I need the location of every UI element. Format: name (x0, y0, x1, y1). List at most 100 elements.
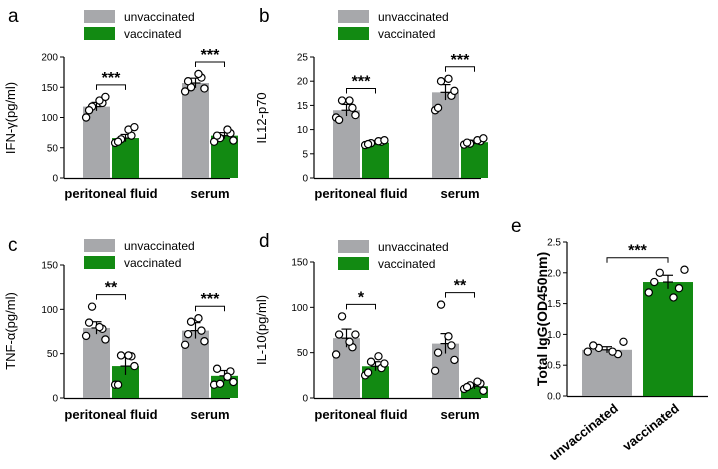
y-tick-label: 5 (302, 149, 308, 160)
data-point (433, 348, 443, 357)
legend-label-vaccinated: vaccinated (378, 257, 435, 271)
data-point (345, 337, 354, 346)
data-point (447, 341, 456, 350)
data-point (180, 87, 190, 96)
data-point (200, 337, 209, 346)
y-tick-label: 50 (297, 348, 309, 359)
significance-label: *** (102, 70, 121, 87)
significance-bracket (445, 292, 475, 298)
data-point (674, 284, 684, 293)
significance-bracket (96, 294, 126, 300)
category-label: peritoneal fluid (64, 407, 157, 422)
significance-label: * (358, 289, 365, 306)
y-tick-label: 20 (297, 77, 309, 88)
significance-bracket (606, 257, 669, 263)
data-point (95, 96, 104, 105)
data-point (436, 300, 446, 309)
data-point (450, 86, 459, 96)
category-label: peritoneal fluid (314, 407, 407, 422)
panel-c: c TNF-α(pg/ml) 0 50 100 150 ** peritoneal fluid… (3, 235, 238, 422)
data-point (655, 268, 664, 277)
panel-letter-b: b (259, 6, 270, 27)
data-point (180, 340, 190, 349)
data-point (348, 103, 357, 113)
data-point (444, 332, 453, 341)
y-axis-label: TNF-α(pg/ml) (3, 292, 18, 370)
data-point (229, 136, 238, 145)
data-point (81, 331, 91, 341)
data-point (113, 380, 123, 389)
panel-a: a IFN-γ(pg/ml) 0 50 100 150 200 *** peritoneal f… (3, 6, 238, 201)
panel-b: b IL12-p70 0 5 10 15 20 25 *** peritoneal fluid **… (254, 6, 488, 201)
data-point (374, 352, 383, 361)
legend-label-unvaccinated: unvaccinated (124, 10, 195, 24)
significance-label: *** (201, 47, 220, 64)
panel-letter-e: e (511, 216, 522, 237)
data-point (212, 131, 222, 140)
y-tick-label: 150 (41, 83, 58, 94)
data-point (583, 347, 592, 356)
legend-label-vaccinated: vaccinated (378, 27, 435, 41)
significance-label: *** (628, 243, 647, 260)
data-point (183, 76, 193, 86)
data-point (215, 379, 225, 389)
data-point (334, 115, 344, 125)
data-point (337, 96, 347, 105)
legend-swatch-unvaccinated (84, 239, 115, 252)
data-point (95, 322, 104, 332)
data-point (680, 265, 689, 274)
data-point (183, 329, 193, 339)
y-tick-label: 15 (297, 101, 309, 112)
data-point (84, 106, 94, 115)
legend: unvaccinated vaccinated (84, 239, 195, 270)
y-tick-label: 0.0 (547, 392, 561, 403)
y-tick-label: 2.0 (547, 268, 561, 279)
data-point (331, 350, 341, 359)
significance-bracket (195, 61, 225, 67)
data-point (186, 317, 196, 326)
y-tick-label: 150 (291, 258, 308, 269)
data-point (462, 382, 472, 392)
data-point (366, 357, 376, 366)
data-point (363, 139, 373, 149)
y-axis-label: IL12-p70 (254, 92, 269, 143)
y-tick-label: 25 (297, 53, 309, 64)
y-tick-label: 1.0 (547, 330, 561, 341)
category-label: serum (440, 186, 479, 201)
legend-swatch-unvaccinated (338, 10, 369, 23)
data-point (351, 330, 360, 339)
y-tick-label: 200 (41, 53, 58, 64)
y-axis-label: Total IgG(OD450nm) (534, 252, 550, 386)
significance-bracket (96, 84, 126, 90)
y-tick-label: 2.5 (547, 238, 561, 249)
panel-letter-c: c (8, 235, 18, 256)
y-tick-label: 0.5 (547, 361, 561, 372)
y-tick-label: 1.5 (547, 299, 561, 310)
legend: unvaccinated vaccinated (84, 10, 195, 41)
data-point (433, 103, 443, 113)
data-point (223, 125, 232, 134)
category-label: peritoneal fluid (64, 186, 157, 201)
data-point (380, 136, 389, 145)
data-point (113, 137, 123, 146)
significance-bracket (346, 303, 376, 310)
legend-label-unvaccinated: unvaccinated (378, 240, 449, 254)
data-point (116, 351, 126, 360)
legend-label-unvaccinated: unvaccinated (378, 10, 449, 24)
y-tick-label: 100 (41, 113, 58, 124)
data-point (436, 76, 446, 86)
legend-swatch-unvaccinated (84, 10, 115, 23)
legend-swatch-vaccinated (338, 257, 369, 270)
significance-label: *** (451, 52, 470, 69)
y-tick-label: 0 (52, 174, 58, 185)
y-axis-label: IFN-γ(pg/ml) (3, 82, 18, 154)
data-point (462, 138, 472, 147)
data-point (363, 368, 373, 377)
y-tick-label: 0 (302, 174, 308, 185)
significance-label: ** (105, 280, 118, 297)
bar-unvaccinated (182, 83, 209, 178)
data-point (101, 92, 110, 102)
category-label: serum (190, 407, 229, 422)
bar-vaccinated (461, 386, 488, 398)
